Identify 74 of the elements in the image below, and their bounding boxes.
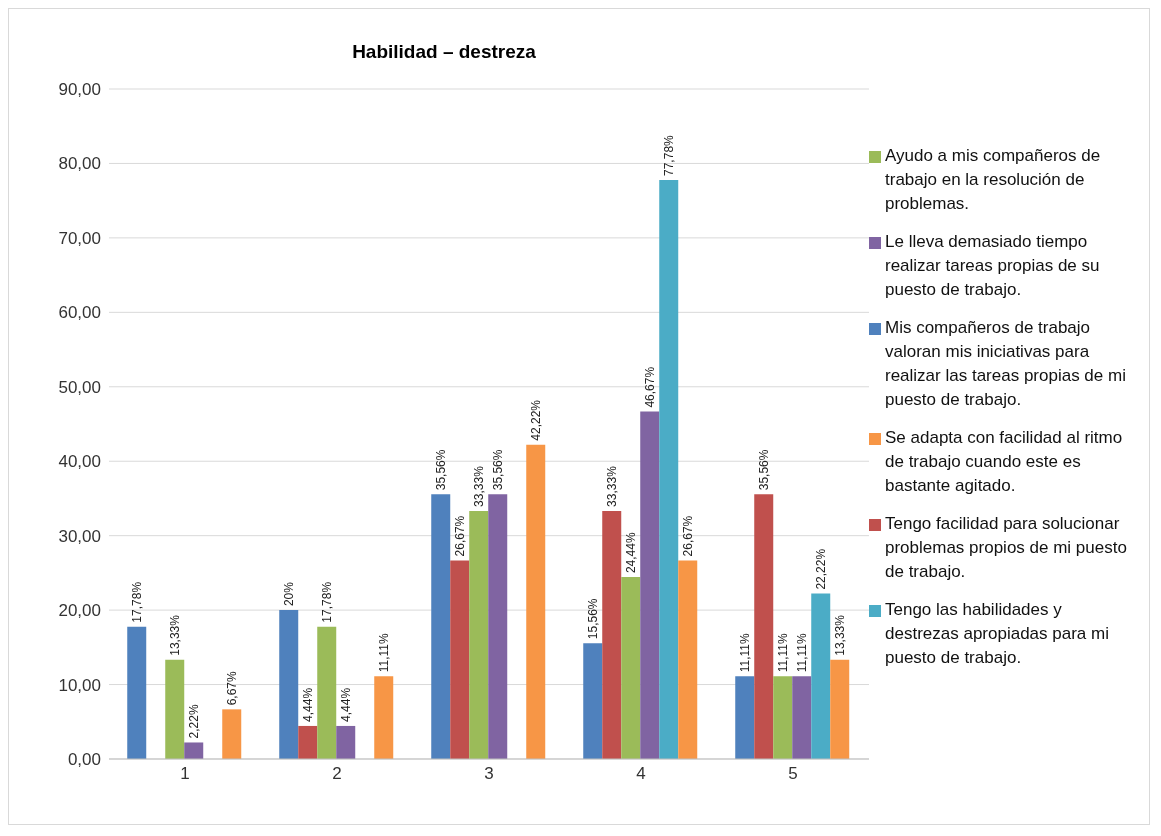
- x-tick-label: 5: [788, 764, 798, 784]
- y-tick-label: 50,00: [58, 377, 101, 397]
- bar: [127, 626, 147, 759]
- bar: [792, 676, 812, 759]
- bar: [773, 676, 793, 759]
- y-tick-label: 30,00: [58, 526, 101, 546]
- legend-label: Tengo las habilidades y destrezas apropiadas para mi puesto de trabajo.: [885, 599, 1110, 669]
- bar: [526, 444, 546, 759]
- bar: [678, 560, 698, 759]
- bar: [317, 626, 337, 759]
- x-tick-label: 1: [180, 764, 190, 784]
- data-label: 42,22%: [528, 399, 543, 441]
- x-tick-label: 3: [484, 764, 494, 784]
- bar: [583, 643, 603, 759]
- data-label: 15,56%: [585, 598, 600, 640]
- data-label: 6,67%: [224, 670, 239, 706]
- bar: [621, 577, 641, 759]
- bar: [830, 659, 850, 759]
- data-label: 4,44%: [300, 687, 315, 722]
- bar: [602, 510, 622, 759]
- data-label: 35,56%: [756, 449, 771, 491]
- data-label: 11,11%: [794, 633, 809, 673]
- data-label: 46,67%: [642, 366, 657, 408]
- data-label: 4,44%: [338, 687, 353, 722]
- bar: [811, 593, 831, 759]
- y-tick-label: 10,00: [58, 675, 101, 695]
- data-label: 13,33%: [832, 614, 847, 656]
- data-label: 20%: [281, 581, 296, 607]
- data-label: 35,56%: [490, 449, 505, 491]
- legend-label: Mis compañeros de trabajo valoran mis iniciativas para realizar las tareas propias de mi puesto de trabajo.: [885, 317, 1127, 411]
- legend-label: Tengo facilidad para solucionar problemas propios de mi puesto de trabajo.: [885, 513, 1128, 583]
- data-label: 35,56%: [433, 449, 448, 491]
- legend-label: Le lleva demasiado tiempo realizar tareas propias de su puesto de trabajo.: [885, 231, 1101, 301]
- bar: [735, 676, 755, 759]
- data-label: 11,11%: [737, 633, 752, 673]
- y-tick-label: 70,00: [58, 228, 101, 248]
- data-label: 2,22%: [186, 704, 201, 739]
- y-tick-label: 90,00: [58, 80, 101, 100]
- data-label: 13,33%: [167, 614, 182, 656]
- bar: [374, 676, 394, 759]
- data-label: 11,11%: [775, 633, 790, 673]
- bar: [431, 494, 451, 759]
- data-label: 17,78%: [129, 581, 144, 623]
- data-label: 24,44%: [623, 532, 638, 574]
- y-tick-label: 20,00: [58, 601, 101, 621]
- bar: [640, 411, 660, 759]
- bar: [298, 725, 318, 759]
- bar: [488, 494, 508, 759]
- data-label: 26,67%: [452, 515, 467, 557]
- y-tick-label: 60,00: [58, 303, 101, 323]
- bar: [222, 709, 242, 759]
- data-label: 77,78%: [661, 134, 676, 176]
- bar: [184, 742, 204, 759]
- data-label: 26,67%: [680, 515, 695, 557]
- bar: [469, 510, 489, 759]
- y-tick-label: 40,00: [58, 452, 101, 472]
- data-label: 33,33%: [604, 465, 619, 507]
- bar: [279, 610, 299, 759]
- data-label: 17,78%: [319, 581, 334, 623]
- y-tick-label: 0,00: [67, 750, 101, 770]
- data-label: 11,11%: [376, 633, 391, 673]
- chart-title: Habilidad – destreza: [351, 41, 537, 63]
- y-tick-label: 80,00: [58, 154, 101, 174]
- bar: [659, 179, 679, 759]
- x-tick-label: 4: [636, 764, 646, 784]
- x-tick-label: 2: [332, 764, 342, 784]
- bar: [450, 560, 470, 759]
- bar: [165, 659, 185, 759]
- bar: [336, 725, 356, 759]
- bar: [754, 494, 774, 759]
- legend-label: Se adapta con facilidad al ritmo de trabajo cuando este es bastante agitado.: [885, 427, 1124, 497]
- data-label: 22,22%: [813, 548, 828, 590]
- legend-label: Ayudo a mis compañeros de trabajo en la resolución de problemas.: [885, 145, 1102, 215]
- data-label: 33,33%: [471, 465, 486, 507]
